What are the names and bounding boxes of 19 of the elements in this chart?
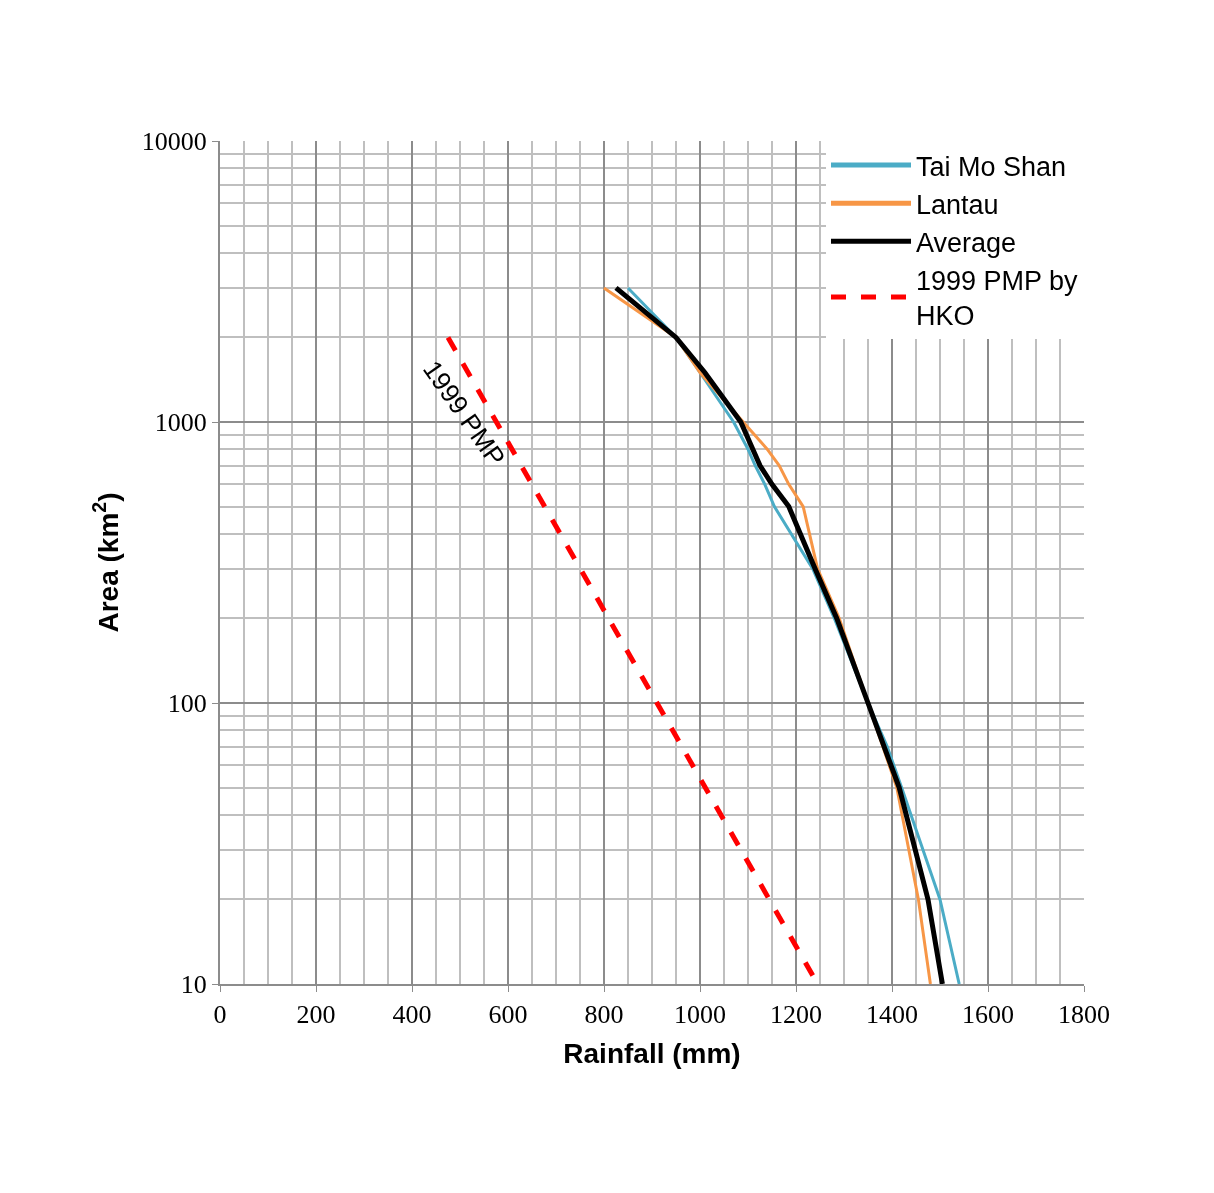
legend-label: Average — [916, 227, 1017, 258]
x-tick-label: 1400 — [866, 1000, 918, 1030]
y-tick-label: 10000 — [141, 127, 207, 157]
y-tick-label: 10 — [180, 970, 207, 1000]
legend-label: Tai Mo Shan — [916, 151, 1067, 182]
legend-label: 1999 PMP by HKO — [916, 265, 1079, 331]
x-tick-label: 800 — [584, 1000, 624, 1030]
legend-label: Lantau — [916, 189, 999, 220]
x-tick-label: 600 — [488, 1000, 528, 1030]
y-tick-label: 1000 — [154, 408, 207, 438]
x-tick-label: 1200 — [770, 1000, 822, 1030]
x-tick-label: 200 — [296, 1000, 336, 1030]
x-axis-title: Rainfall (mm) — [563, 1037, 741, 1069]
x-tick-label: 1000 — [674, 1000, 726, 1030]
x-tick-label: 400 — [392, 1000, 432, 1030]
y-tick-label: 100 — [167, 689, 207, 719]
x-tick-label: 1600 — [962, 1000, 1014, 1030]
x-tick-label: 1800 — [1058, 1000, 1110, 1030]
x-tick-label: 0 — [213, 1000, 227, 1030]
